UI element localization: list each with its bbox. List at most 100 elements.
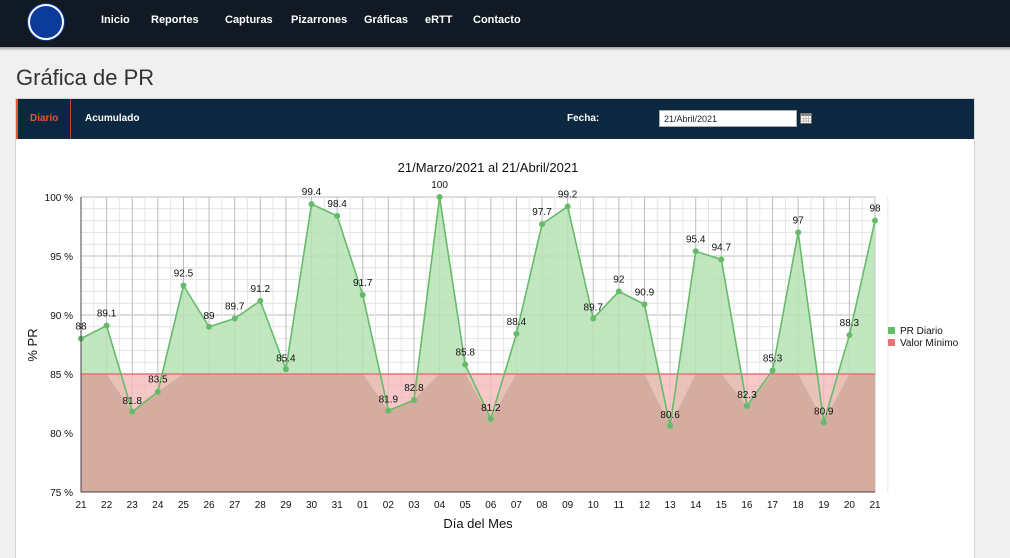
- date-input[interactable]: [659, 110, 797, 127]
- x-tick-label-1: 22: [101, 500, 113, 511]
- data-label-27: 85.3: [763, 353, 783, 364]
- legend-label-valor-minimo: Valor Mínimo: [900, 338, 959, 349]
- calendar-icon[interactable]: [800, 113, 812, 124]
- x-tick-label-17: 07: [511, 500, 523, 511]
- data-point-14: [436, 194, 443, 200]
- nav-item-graficas[interactable]: Gráficas: [364, 14, 409, 26]
- nav-item-ertt[interactable]: eRTT: [425, 14, 453, 26]
- x-tick-label-9: 30: [306, 500, 318, 511]
- data-point-23: [667, 422, 674, 429]
- data-label-15: 85.8: [455, 348, 475, 359]
- data-point-22: [641, 301, 648, 308]
- data-label-20: 89.7: [584, 303, 604, 314]
- x-axis-title: Día del Mes: [443, 516, 513, 531]
- overlap-area: [81, 374, 875, 492]
- series-line-pr-diario: [80, 196, 876, 427]
- data-point-18: [539, 221, 546, 228]
- x-tick-label-23: 13: [665, 500, 677, 511]
- data-point-31: [872, 217, 878, 224]
- nav-item-contacto[interactable]: Contacto: [473, 14, 521, 26]
- data-point-7: [257, 297, 264, 304]
- data-point-20: [590, 315, 597, 322]
- x-tick-label-13: 03: [408, 500, 420, 511]
- data-point-5: [206, 323, 213, 330]
- tab-acumulado[interactable]: Acumulado: [85, 113, 140, 124]
- data-label-5: 89: [204, 311, 216, 322]
- data-label-31: 98: [869, 204, 881, 215]
- y-tick-label-4: 95 %: [50, 252, 73, 263]
- x-tick-label-21: 11: [614, 500, 625, 511]
- x-tick-label-4: 25: [178, 500, 190, 511]
- x-tick-label-19: 09: [562, 500, 574, 511]
- chart-axes: 75 % 80 % 85 % 90 % 95 % 100 % 21 22 23 24 25 26 27 2…: [45, 193, 881, 511]
- data-label-6: 89.7: [225, 302, 245, 313]
- nav-item-reportes[interactable]: Reportes: [151, 14, 199, 26]
- data-label-3: 83.5: [148, 375, 168, 386]
- data-label-4: 92.5: [174, 269, 194, 280]
- data-label-2: 81.8: [122, 396, 142, 407]
- data-point-4: [180, 282, 187, 289]
- data-point-17: [513, 330, 520, 337]
- data-label-8: 85.4: [276, 353, 296, 364]
- data-label-12: 81.9: [379, 395, 399, 406]
- y-axis-title: % PR: [25, 328, 40, 361]
- legend-label-pr-diario: PR Diario: [900, 326, 943, 337]
- data-point-15: [462, 361, 469, 368]
- tab-diario[interactable]: Diario: [16, 99, 72, 139]
- x-tick-label-5: 26: [204, 500, 216, 511]
- x-tick-label-2: 23: [127, 500, 139, 511]
- data-label-30: 88.3: [840, 318, 860, 329]
- x-tick-label-24: 14: [690, 500, 702, 511]
- nav-item-pizarrones[interactable]: Pizarrones: [291, 14, 348, 26]
- top-navbar: Inicio Reportes Capturas Pizarrones Gráf…: [0, 0, 1010, 51]
- data-label-25: 94.7: [712, 243, 732, 254]
- data-point-8: [282, 366, 289, 373]
- nav-item-capturas[interactable]: Capturas: [225, 14, 273, 26]
- data-label-14: 100: [431, 180, 448, 191]
- data-label-26: 82.3: [737, 390, 757, 401]
- legend-swatch-valor-minimo: [888, 339, 895, 346]
- data-point-26: [743, 402, 750, 409]
- data-label-18: 97.7: [532, 207, 552, 218]
- data-point-30: [846, 332, 853, 339]
- nav-item-inicio[interactable]: Inicio: [101, 14, 130, 26]
- data-point-2: [129, 408, 136, 415]
- data-point-29: [820, 419, 827, 426]
- data-label-22: 90.9: [635, 287, 655, 298]
- chart-data-labels: 8889.181.883.592.58989.791.285.499.498.4…: [75, 180, 881, 421]
- data-point-24: [692, 248, 699, 255]
- x-tick-label-27: 17: [767, 500, 779, 511]
- data-label-11: 91.7: [353, 278, 373, 289]
- data-point-13: [410, 396, 417, 403]
- data-point-9: [308, 201, 315, 208]
- data-label-9: 99.4: [302, 187, 322, 198]
- data-label-19: 99.2: [558, 189, 578, 200]
- y-tick-label-3: 90 %: [50, 311, 73, 322]
- x-tick-label-28: 18: [793, 500, 805, 511]
- data-label-29: 80.9: [814, 406, 834, 417]
- data-label-10: 98.4: [327, 199, 347, 210]
- data-label-7: 91.2: [251, 284, 271, 295]
- data-point-21: [615, 288, 622, 295]
- y-tick-label-0: 75 %: [50, 488, 73, 499]
- data-label-1: 89.1: [97, 309, 117, 320]
- x-tick-label-0: 21: [75, 500, 87, 511]
- data-point-1: [103, 322, 110, 329]
- logo[interactable]: [28, 4, 64, 40]
- chart-fills: [81, 197, 875, 492]
- x-tick-label-6: 27: [229, 500, 241, 511]
- tab-bar: Diario Acumulado Fecha:: [16, 99, 974, 139]
- data-label-16: 81.2: [481, 403, 501, 414]
- data-point-27: [769, 367, 776, 374]
- data-label-23: 80.6: [660, 410, 680, 421]
- page-title: Gráfica de PR: [16, 65, 155, 90]
- data-point-10: [334, 212, 341, 219]
- fecha-label: Fecha:: [567, 113, 600, 124]
- data-point-3: [154, 388, 161, 395]
- data-point-19: [564, 203, 571, 210]
- data-point-6: [231, 315, 238, 322]
- x-tick-label-29: 19: [818, 500, 830, 511]
- x-tick-label-26: 16: [741, 500, 753, 511]
- y-tick-label-2: 85 %: [50, 370, 73, 381]
- legend-swatch-pr-diario: [888, 327, 895, 334]
